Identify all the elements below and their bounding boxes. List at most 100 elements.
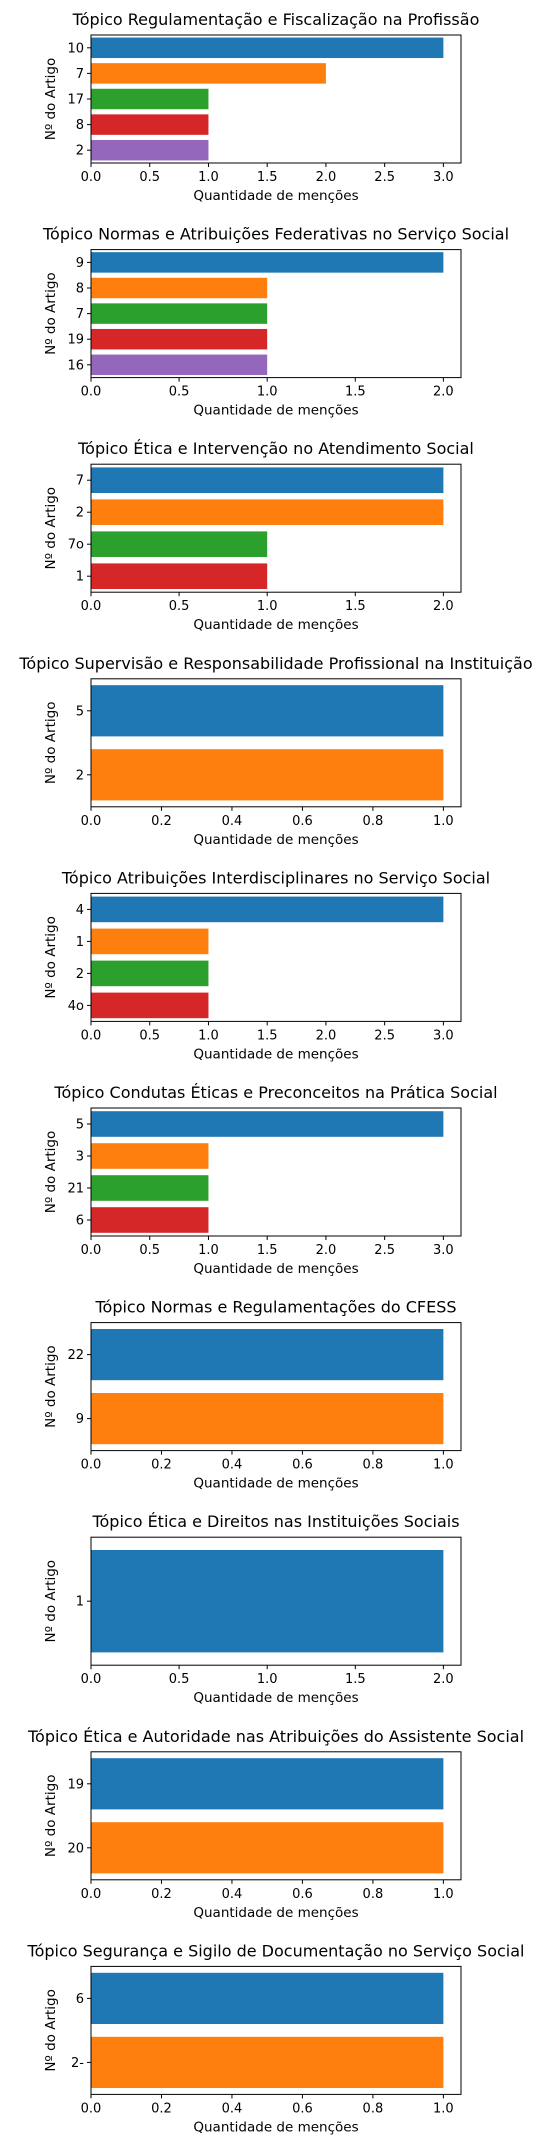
chart-title: Tópico Normas e Atribuições Federativas … <box>42 225 509 244</box>
x-tick-label: 0.4 <box>222 1458 243 1473</box>
bar <box>91 749 444 801</box>
y-tick-label: 7 <box>76 474 84 489</box>
y-tick-label: 21 <box>67 1182 84 1197</box>
y-tick-label: 6 <box>76 1214 84 1229</box>
x-tick-label: 0.4 <box>222 814 243 829</box>
bar <box>91 1972 444 2024</box>
bar <box>91 992 209 1019</box>
x-tick-label: 0.8 <box>363 1887 384 1902</box>
chart-title: Tópico Normas e Regulamentações do CFESS <box>94 1298 456 1317</box>
x-tick-label: 1.0 <box>198 1243 219 1258</box>
x-tick-label: 1.0 <box>433 1458 454 1473</box>
y-axis-label: Nº do Artigo <box>43 1989 59 2072</box>
bar-chart-2: Tópico Normas e Atribuições Federativas … <box>42 225 509 419</box>
bar <box>91 960 209 987</box>
bar-chart-6: Tópico Condutas Éticas e Preconceitos na… <box>43 1083 498 1277</box>
x-tick-label: 3.0 <box>433 170 454 185</box>
x-tick-label: 1.0 <box>257 385 278 400</box>
bar <box>91 114 209 135</box>
bar <box>91 1758 444 1810</box>
x-tick-label: 0.0 <box>81 1672 102 1687</box>
bar-chart-8: Tópico Ética e Direitos nas Instituições… <box>43 1512 462 1706</box>
x-axis-label: Quantidade de menções <box>193 403 358 419</box>
y-tick-label: 2- <box>71 2056 84 2071</box>
x-tick-label: 0.0 <box>81 599 102 614</box>
bar-chart-5: Tópico Atribuições Interdisciplinares no… <box>43 868 490 1062</box>
x-tick-label: 1.5 <box>257 1243 278 1258</box>
x-tick-label: 0.2 <box>151 1887 172 1902</box>
y-tick-label: 5 <box>76 1118 84 1133</box>
y-tick-label: 7o <box>68 538 84 553</box>
x-tick-label: 0.5 <box>139 1028 160 1043</box>
bar-chart-7: Tópico Normas e Regulamentações do CFESS… <box>43 1298 462 1492</box>
y-tick-label: 4o <box>68 999 84 1014</box>
x-tick-label: 0.2 <box>151 814 172 829</box>
x-tick-label: 1.0 <box>433 1887 454 1902</box>
bar-chart-10: Tópico Segurança e Sigilo de Documentaçã… <box>27 1941 525 2135</box>
x-tick-label: 0.0 <box>81 385 102 400</box>
x-tick-label: 0.8 <box>363 814 384 829</box>
x-tick-label: 2.5 <box>374 1028 395 1043</box>
bar <box>91 1207 209 1233</box>
x-tick-label: 0.6 <box>292 814 313 829</box>
bar-chart-3: Tópico Ética e Intervenção no Atendiment… <box>43 439 474 633</box>
x-tick-label: 3.0 <box>433 1028 454 1043</box>
x-tick-label: 0.5 <box>169 385 190 400</box>
y-tick-label: 8 <box>76 118 84 133</box>
y-tick-label: 16 <box>67 358 84 373</box>
bar <box>91 37 444 59</box>
x-axis-label: Quantidade de menções <box>193 188 358 204</box>
y-axis-label: Nº do Artigo <box>43 1345 59 1428</box>
x-tick-label: 1.5 <box>257 170 278 185</box>
y-tick-label: 10 <box>67 41 84 56</box>
y-axis-label: Nº do Artigo <box>43 487 59 570</box>
bar <box>91 1175 209 1201</box>
bar <box>91 1550 444 1653</box>
y-tick-label: 1 <box>76 1595 84 1610</box>
bar <box>91 1143 209 1169</box>
x-tick-label: 1.0 <box>198 1028 219 1043</box>
x-tick-label: 2.0 <box>316 170 337 185</box>
bar <box>91 303 268 324</box>
x-tick-label: 2.0 <box>433 1672 454 1687</box>
x-axis-label: Quantidade de menções <box>193 1046 358 1062</box>
bar <box>91 139 209 161</box>
x-tick-label: 0.0 <box>81 1887 102 1902</box>
bar <box>91 685 444 737</box>
chart-title: Tópico Supervisão e Responsabilidade Pro… <box>18 654 532 673</box>
y-tick-label: 9 <box>76 1412 84 1427</box>
x-tick-label: 0.0 <box>81 2101 102 2116</box>
bar <box>91 277 268 299</box>
chart-title: Tópico Regulamentação e Fiscalização na … <box>72 10 480 29</box>
chart-title: Tópico Ética e Intervenção no Atendiment… <box>77 439 474 458</box>
bar <box>91 354 268 376</box>
y-axis-label: Nº do Artigo <box>43 58 59 141</box>
chart-title: Tópico Condutas Éticas e Preconceitos na… <box>53 1083 497 1102</box>
bar <box>91 1111 444 1137</box>
x-tick-label: 0.2 <box>151 2101 172 2116</box>
bar <box>91 63 326 84</box>
y-tick-label: 4 <box>76 903 84 918</box>
axes-frame <box>90 892 462 1022</box>
y-tick-label: 7 <box>76 307 84 322</box>
x-axis-label: Quantidade de menções <box>193 1261 358 1277</box>
x-tick-label: 1.0 <box>433 2101 454 2116</box>
x-axis-label: Quantidade de menções <box>193 1905 358 1921</box>
bar <box>91 2036 444 2088</box>
x-tick-label: 1.5 <box>257 1028 278 1043</box>
x-tick-label: 0.5 <box>169 1672 190 1687</box>
bar <box>91 88 209 110</box>
bar <box>91 252 444 273</box>
axes-frame <box>90 1107 462 1237</box>
y-tick-label: 22 <box>67 1348 84 1363</box>
x-tick-label: 2.0 <box>433 385 454 400</box>
y-tick-label: 19 <box>67 333 84 348</box>
chart-title: Tópico Ética e Autoridade nas Atribuiçõe… <box>27 1727 524 1746</box>
x-tick-label: 0.5 <box>139 1243 160 1258</box>
y-tick-label: 7 <box>76 67 84 82</box>
bar <box>91 1393 444 1445</box>
bar <box>91 467 444 493</box>
axes-frame <box>90 1965 462 2095</box>
y-tick-label: 2 <box>76 506 84 521</box>
